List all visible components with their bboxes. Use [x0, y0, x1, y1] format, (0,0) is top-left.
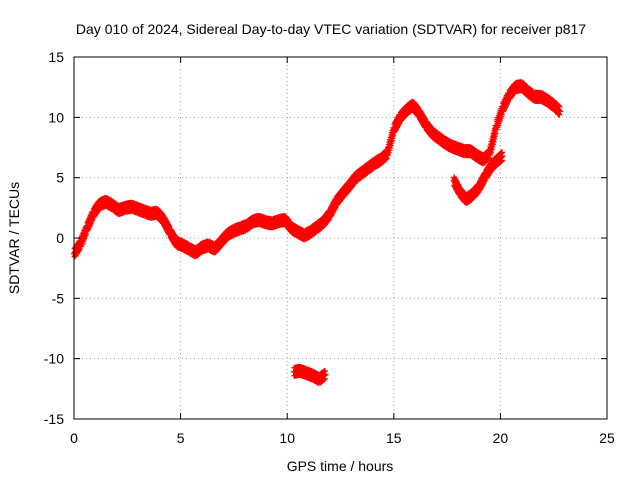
data-point — [503, 101, 510, 108]
data-point — [383, 155, 390, 162]
data-point — [421, 115, 428, 122]
x-tick-label: 0 — [70, 430, 78, 446]
x-tick-labels: 0 5 10 15 20 25 — [70, 430, 615, 446]
data-point — [321, 367, 328, 374]
x-axis-label: GPS time / hours — [287, 458, 394, 474]
y-tick-label: -5 — [52, 290, 65, 306]
data-point — [489, 141, 496, 148]
data-point — [491, 135, 498, 142]
x-tick-label: 15 — [386, 430, 402, 446]
data-point — [485, 155, 492, 162]
data-point — [484, 156, 491, 163]
plot-frame — [73, 56, 608, 420]
axis-ticks — [73, 56, 608, 420]
data-point — [492, 130, 499, 137]
data-point — [83, 230, 90, 237]
data-point — [488, 146, 495, 153]
data-point — [499, 152, 506, 159]
data-point — [76, 246, 83, 253]
y-tick-label: 5 — [56, 170, 64, 186]
data-point — [481, 178, 488, 185]
data-point — [556, 103, 563, 110]
data-point — [165, 222, 172, 229]
data-point — [486, 155, 493, 162]
data-point — [504, 99, 511, 106]
y-tick-label: 10 — [48, 109, 64, 125]
data-point — [500, 107, 507, 114]
data-point — [504, 100, 511, 107]
data-point — [455, 182, 462, 189]
data-point — [490, 138, 497, 145]
x-tick-label: 5 — [177, 430, 185, 446]
data-point — [555, 111, 562, 118]
chart-title: Day 010 of 2024, Sidereal Day-to-day VTE… — [76, 21, 586, 37]
data-point — [486, 150, 493, 157]
data-point — [555, 103, 562, 110]
y-tick-label: -10 — [44, 351, 64, 367]
x-tick-label: 20 — [493, 430, 509, 446]
data-point — [502, 104, 509, 111]
data-points — [71, 79, 564, 386]
y-tick-label: -15 — [44, 411, 64, 427]
x-tick-label: 10 — [279, 430, 295, 446]
data-point — [488, 149, 495, 156]
data-point — [487, 151, 494, 158]
y-axis-label: SDTVAR / TECUs — [6, 182, 22, 294]
data-point — [382, 156, 389, 163]
data-point — [390, 132, 397, 139]
data-point — [501, 105, 508, 112]
data-point — [502, 103, 509, 110]
x-tick-label: 25 — [599, 430, 615, 446]
data-point — [500, 108, 507, 115]
data-point — [383, 155, 390, 162]
data-point — [498, 111, 505, 118]
grid — [74, 57, 607, 419]
data-point — [491, 133, 498, 140]
data-point — [489, 143, 496, 150]
data-point — [331, 205, 338, 212]
data-point — [557, 108, 564, 115]
data-point — [322, 371, 329, 378]
data-point — [556, 111, 563, 118]
y-tick-label: 15 — [48, 49, 64, 65]
y-tick-labels: -15 -10 -5 0 5 10 15 — [44, 49, 64, 427]
data-point — [395, 120, 402, 127]
data-point — [555, 102, 562, 109]
y-tick-label: 0 — [56, 230, 64, 246]
data-point — [321, 375, 328, 382]
